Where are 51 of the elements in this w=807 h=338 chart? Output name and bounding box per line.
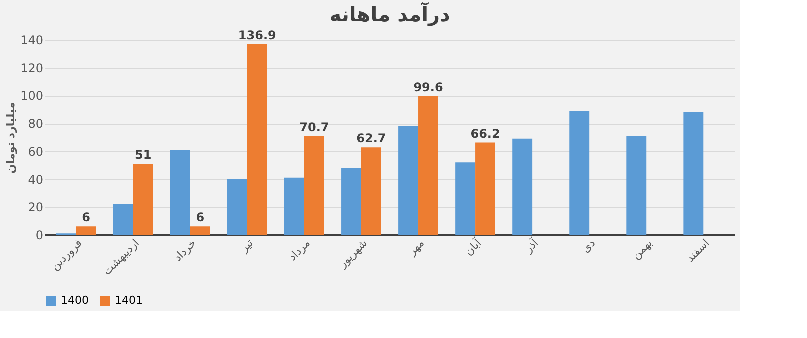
legend-label: 1401 bbox=[115, 294, 143, 307]
y-tick-label: 0 bbox=[36, 228, 44, 242]
data-label: 70.7 bbox=[300, 120, 330, 135]
y-tick-label: 80 bbox=[28, 117, 44, 132]
bar bbox=[361, 148, 382, 235]
y-axis-title: میلیارد تومان bbox=[4, 102, 18, 174]
bar bbox=[684, 112, 704, 235]
bar bbox=[418, 96, 438, 235]
bar bbox=[190, 226, 210, 235]
bar bbox=[133, 164, 154, 235]
x-tick-label: مهر bbox=[405, 236, 428, 259]
legend-label: 1400 bbox=[61, 294, 89, 307]
bar bbox=[170, 150, 190, 235]
x-tick-label: تیر bbox=[237, 236, 256, 256]
bar bbox=[476, 142, 496, 235]
x-tick-label: آبان bbox=[462, 235, 485, 258]
bar bbox=[113, 204, 134, 235]
data-label: 136.9 bbox=[238, 28, 276, 42]
x-tick-label: اسفند bbox=[684, 236, 712, 266]
bar bbox=[342, 168, 362, 235]
bar bbox=[76, 226, 96, 235]
y-tick-label: 100 bbox=[20, 89, 44, 104]
bar bbox=[512, 138, 533, 235]
data-label: 99.6 bbox=[414, 80, 444, 94]
bar bbox=[227, 179, 248, 235]
y-tick-label: 40 bbox=[28, 172, 44, 187]
x-tick-label: مرداد bbox=[286, 236, 314, 264]
bar bbox=[247, 44, 268, 235]
y-tick-label: 120 bbox=[20, 61, 44, 76]
x-tick-label: خرداد bbox=[172, 236, 199, 264]
x-tick-label: شهریور bbox=[336, 236, 370, 272]
data-label: 6 bbox=[82, 210, 91, 225]
bar bbox=[284, 178, 304, 235]
y-tick-label: 20 bbox=[28, 200, 44, 215]
chart-title: درآمد ماهانه bbox=[330, 1, 450, 26]
bar bbox=[456, 162, 476, 235]
x-tick-label: بهمن bbox=[630, 236, 656, 262]
data-label: 62.7 bbox=[356, 132, 386, 146]
data-label: 6 bbox=[196, 210, 205, 225]
y-tick-label: 60 bbox=[28, 144, 44, 159]
data-label: 66.2 bbox=[470, 126, 500, 141]
y-tick-label: 140 bbox=[20, 34, 44, 48]
x-tick-label: فروردین bbox=[48, 236, 85, 274]
bar bbox=[398, 126, 419, 235]
bar bbox=[626, 136, 647, 235]
x-tick-label: آذر bbox=[521, 235, 542, 256]
data-label: 51 bbox=[135, 148, 152, 162]
bar bbox=[304, 136, 324, 235]
bar bbox=[570, 111, 590, 235]
x-tick-label: اردیبهشت bbox=[100, 236, 142, 278]
x-tick-label: دی bbox=[579, 236, 598, 256]
